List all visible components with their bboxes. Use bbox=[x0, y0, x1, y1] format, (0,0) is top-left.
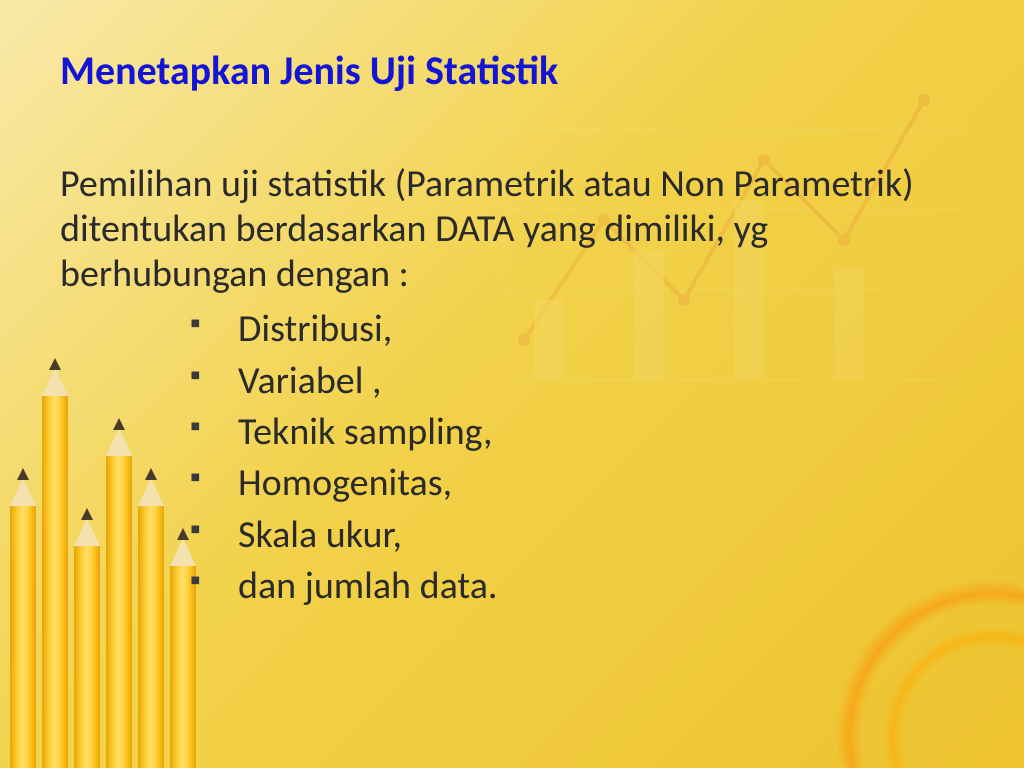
slide-paragraph: Pemilihan uji statistik (Parametrik atau… bbox=[60, 162, 964, 296]
bullet-list: Distribusi,Variabel ,Teknik sampling,Hom… bbox=[190, 304, 964, 612]
slide-title: Menetapkan Jenis Uji Statistik bbox=[60, 48, 964, 94]
bullet-item: dan jumlah data. bbox=[190, 561, 964, 612]
bullet-item: Variabel , bbox=[190, 356, 964, 407]
bullet-item: Teknik sampling, bbox=[190, 407, 964, 458]
bullet-item: Distribusi, bbox=[190, 304, 964, 355]
pencil-decor bbox=[10, 468, 36, 768]
bullet-item: Homogenitas, bbox=[190, 458, 964, 509]
content-area: Menetapkan Jenis Uji Statistik Pemilihan… bbox=[60, 48, 964, 612]
slide-background: Menetapkan Jenis Uji Statistik Pemilihan… bbox=[0, 0, 1024, 768]
bullet-item: Skala ukur, bbox=[190, 510, 964, 561]
